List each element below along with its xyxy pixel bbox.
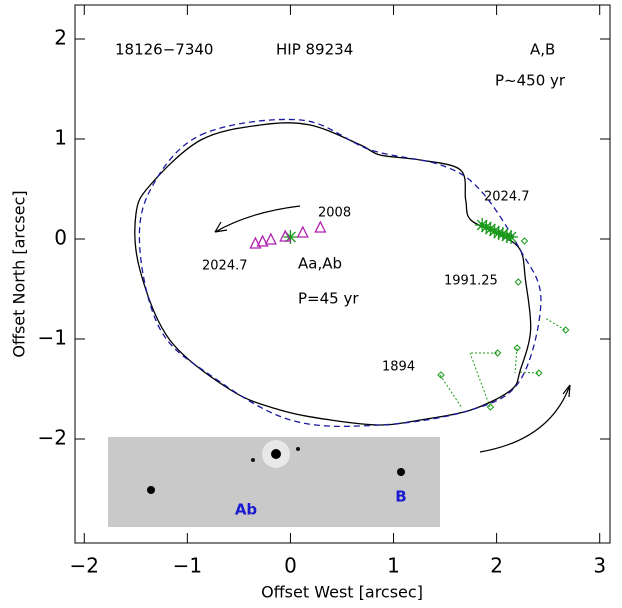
residual-lines xyxy=(440,318,565,408)
y-tick-label: 1 xyxy=(54,126,67,150)
diamond-marker xyxy=(521,238,527,244)
diamond-marker xyxy=(515,279,521,285)
y-tick-label: 2 xyxy=(54,26,67,50)
annotation: 1991.25 xyxy=(444,274,498,289)
annotation: P=45 yr xyxy=(298,290,359,308)
diamond-marker xyxy=(563,327,569,333)
y-tick-label: −2 xyxy=(38,426,67,450)
annotation: Aa,Ab xyxy=(298,255,342,273)
annotation: A,B xyxy=(530,41,555,59)
chart: Ab B 18126−7340 HIP 89234 A,B P~450 yr 2… xyxy=(0,0,622,608)
diamond-marker xyxy=(487,404,493,410)
annotation: 18126−7340 xyxy=(115,41,213,59)
triangle-marker xyxy=(298,227,308,237)
annotation: 2008 xyxy=(318,206,351,221)
diamond-marker xyxy=(438,372,444,378)
page: Ab B 18126−7340 HIP 89234 A,B P~450 yr 2… xyxy=(0,0,622,608)
x-tick-label: 0 xyxy=(284,554,297,578)
annotation: 2024.7 xyxy=(202,259,248,274)
triangle-marker xyxy=(315,222,325,232)
x-tick-label: 2 xyxy=(490,554,503,578)
inset-label: B xyxy=(395,488,406,506)
annotation: P~450 yr xyxy=(495,72,566,90)
x-axis-label: Offset West [arcsec] xyxy=(261,583,423,602)
inset-image xyxy=(108,437,440,527)
x-tick-label: 1 xyxy=(387,554,400,578)
diamond-marker xyxy=(514,345,520,351)
annotation: HIP 89234 xyxy=(276,41,353,59)
x-tick-label: −1 xyxy=(173,554,202,578)
x-tick-label: 3 xyxy=(593,554,606,578)
x-tick-label: −2 xyxy=(70,554,99,578)
annotation: 1894 xyxy=(382,360,415,375)
y-tick-label: 0 xyxy=(54,226,67,250)
triangle-marker xyxy=(266,234,276,244)
y-axis-label: Offset North [arcsec] xyxy=(10,190,29,357)
y-tick-label: −1 xyxy=(38,326,67,350)
inset-label: Ab xyxy=(235,501,258,519)
